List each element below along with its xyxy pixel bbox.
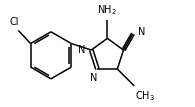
Text: Cl: Cl	[10, 17, 19, 27]
Text: CH$_3$: CH$_3$	[135, 90, 155, 103]
Text: N: N	[78, 45, 86, 55]
Text: NH$_2$: NH$_2$	[98, 3, 117, 17]
Text: N: N	[90, 73, 97, 83]
Text: N: N	[138, 27, 145, 37]
